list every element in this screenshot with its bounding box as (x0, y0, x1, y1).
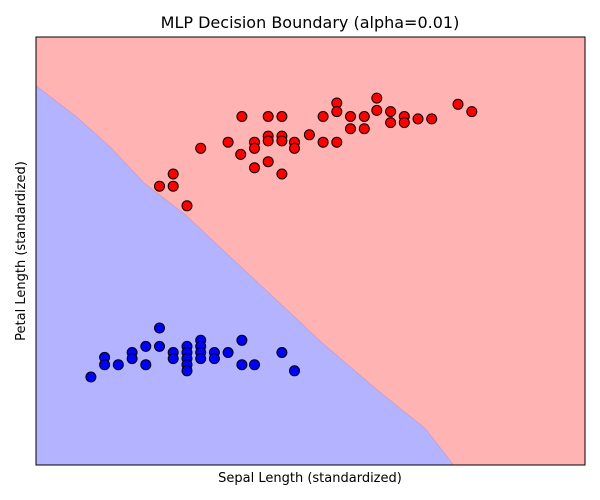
red-class-region (36, 37, 585, 465)
series-1-point-7 (154, 340, 165, 352)
series-0-point-35 (276, 168, 288, 180)
series-1-point-6 (140, 359, 152, 371)
series-1-point-10 (167, 353, 179, 365)
decision-boundary-line (35, 85, 454, 466)
series-1-point-1 (99, 359, 111, 371)
series-1-point-4 (126, 353, 138, 365)
series-0-point-12 (426, 113, 438, 125)
series-0-point-9 (385, 106, 397, 118)
series-0-point-34 (262, 156, 274, 168)
series-0-point-6 (345, 111, 356, 122)
series-0-point-39 (154, 180, 165, 192)
series-0-point-14 (466, 106, 478, 118)
series-1-point-25 (249, 359, 260, 371)
series-1-point-5 (140, 340, 152, 352)
series-0-point-26 (317, 136, 329, 148)
series-0-point-16 (222, 136, 234, 148)
series-0-point-33 (249, 162, 260, 174)
series-0-point-31 (398, 117, 410, 129)
series-0-point-5 (331, 106, 343, 118)
series-0-point-36 (235, 148, 247, 160)
series-0-point-8 (371, 104, 383, 116)
series-0-point-18 (249, 142, 260, 154)
series-1-point-26 (276, 347, 288, 358)
series-0-point-32 (195, 142, 207, 154)
series-0-point-7 (371, 92, 383, 104)
x-axis-label: Sepal Length (standardized) (218, 471, 402, 486)
series-1-point-21 (208, 353, 220, 365)
series-0-point-30 (385, 117, 397, 129)
series-0-point-1 (262, 111, 274, 122)
plot-area (35, 36, 586, 466)
series-0-point-2 (276, 111, 288, 122)
series-0-point-13 (452, 98, 464, 110)
y-axis-label: Petal Length (standardized) (14, 161, 29, 341)
series-1-point-22 (222, 347, 234, 358)
series-0-point-20 (262, 135, 274, 147)
data-points (85, 92, 478, 383)
series-1-point-8 (154, 322, 165, 334)
series-0-point-15 (358, 111, 370, 122)
series-0-point-3 (317, 111, 329, 122)
series-0-point-37 (167, 168, 179, 180)
series-0-point-27 (331, 136, 343, 148)
series-1-point-15 (181, 365, 193, 377)
series-1-point-19 (195, 353, 207, 365)
series-1-point-23 (236, 334, 248, 346)
series-1-point-27 (289, 365, 300, 377)
chart-title: MLP Decision Boundary (alpha=0.01) (161, 13, 460, 32)
series-1-point-28 (85, 371, 97, 383)
blue-class-region (36, 85, 454, 466)
series-0-point-28 (345, 123, 356, 135)
series-0-point-25 (303, 129, 315, 141)
series-0-point-11 (412, 113, 424, 125)
series-0-point-24 (289, 142, 300, 154)
series-0-point-29 (358, 123, 370, 135)
series-0-point-22 (276, 135, 288, 147)
plot-frame (35, 36, 586, 466)
series-0-point-0 (236, 111, 248, 122)
series-1-point-2 (112, 359, 124, 371)
series-0-point-38 (167, 180, 179, 192)
series-0-point-40 (181, 200, 193, 212)
series-1-point-24 (236, 359, 248, 371)
